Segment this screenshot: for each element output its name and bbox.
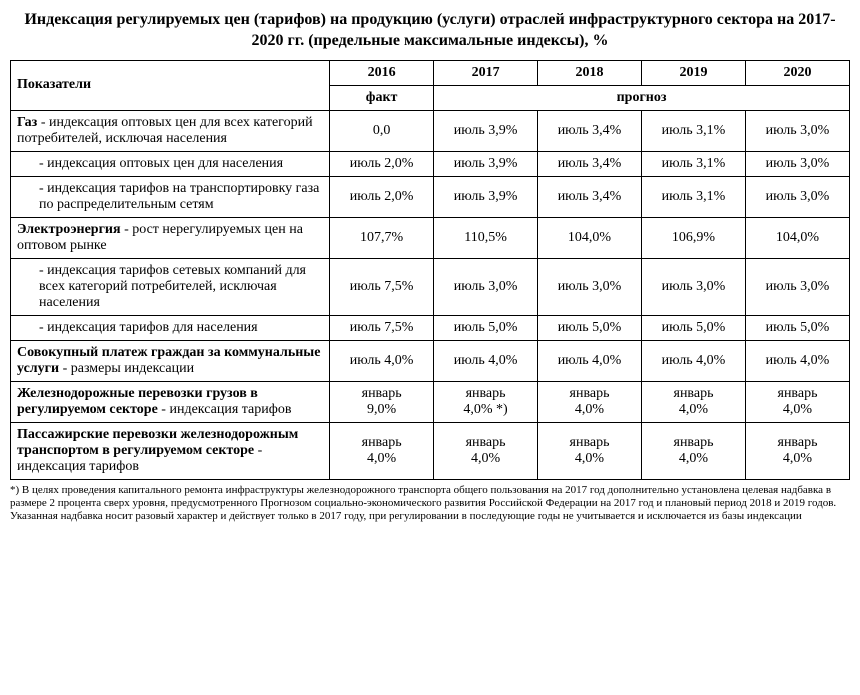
header-indicators: Показатели	[11, 60, 330, 110]
cell-value: 0,0	[330, 110, 434, 151]
cell-value: июль 3,0%	[745, 110, 849, 151]
cell-value: январь4,0%	[538, 422, 642, 479]
cell-value: июль 5,0%	[642, 315, 746, 340]
cell-value: июль 3,9%	[434, 110, 538, 151]
cell-value: 110,5%	[434, 217, 538, 258]
footnote: *) В целях проведения капитального ремон…	[10, 484, 850, 524]
table-row: Пассажирские перевозки железнодорожным т…	[11, 422, 850, 479]
cell-value: июль 2,0%	[330, 151, 434, 176]
cell-value: январь4,0%	[745, 422, 849, 479]
cell-value: январь4,0% *)	[434, 381, 538, 422]
cell-value: июль 4,0%	[330, 340, 434, 381]
cell-value: июль 3,0%	[538, 258, 642, 315]
table-row: - индексация тарифов сетевых компаний дл…	[11, 258, 850, 315]
cell-value: июль 5,0%	[434, 315, 538, 340]
cell-value: январь4,0%	[330, 422, 434, 479]
tariff-table: Показатели 2016 2017 2018 2019 2020 факт…	[10, 60, 850, 480]
cell-value: январь4,0%	[434, 422, 538, 479]
cell-value: 107,7%	[330, 217, 434, 258]
cell-value: январь9,0%	[330, 381, 434, 422]
cell-value: 104,0%	[745, 217, 849, 258]
cell-value: июль 3,0%	[642, 258, 746, 315]
cell-value: июль 3,4%	[538, 151, 642, 176]
row-label: - индексация тарифов сетевых компаний дл…	[11, 258, 330, 315]
row-label: Пассажирские перевозки железнодорожным т…	[11, 422, 330, 479]
cell-value: июль 3,1%	[642, 110, 746, 151]
header-2017: 2017	[434, 60, 538, 85]
cell-value: июль 3,4%	[538, 110, 642, 151]
row-label: Электроэнергия - рост нерегулируемых цен…	[11, 217, 330, 258]
cell-value: июль 2,0%	[330, 176, 434, 217]
cell-value: 104,0%	[538, 217, 642, 258]
cell-value: июль 3,1%	[642, 151, 746, 176]
header-fact: факт	[330, 85, 434, 110]
header-2016: 2016	[330, 60, 434, 85]
table-row: Железнодорожные перевозки грузов в регул…	[11, 381, 850, 422]
cell-value: июль 4,0%	[745, 340, 849, 381]
table-row: Электроэнергия - рост нерегулируемых цен…	[11, 217, 850, 258]
row-label: Железнодорожные перевозки грузов в регул…	[11, 381, 330, 422]
row-label: - индексация тарифов для населения	[11, 315, 330, 340]
header-2020: 2020	[745, 60, 849, 85]
header-row-years: Показатели 2016 2017 2018 2019 2020	[11, 60, 850, 85]
cell-value: июль 5,0%	[745, 315, 849, 340]
cell-value: июль 3,9%	[434, 151, 538, 176]
table-row: - индексация тарифов на транспортировку …	[11, 176, 850, 217]
row-label: Совокупный платеж граждан за коммунальны…	[11, 340, 330, 381]
cell-value: июль 3,0%	[434, 258, 538, 315]
cell-value: июль 3,0%	[745, 151, 849, 176]
cell-value: 106,9%	[642, 217, 746, 258]
cell-value: июль 3,0%	[745, 176, 849, 217]
table-row: - индексация оптовых цен для населенияию…	[11, 151, 850, 176]
cell-value: январь4,0%	[642, 381, 746, 422]
cell-value: январь4,0%	[538, 381, 642, 422]
table-row: Совокупный платеж граждан за коммунальны…	[11, 340, 850, 381]
cell-value: июль 3,1%	[642, 176, 746, 217]
cell-value: январь4,0%	[642, 422, 746, 479]
cell-value: июль 3,0%	[745, 258, 849, 315]
row-label: - индексация тарифов на транспортировку …	[11, 176, 330, 217]
table-row: Газ - индексация оптовых цен для всех ка…	[11, 110, 850, 151]
page-title: Индексация регулируемых цен (тарифов) на…	[10, 10, 850, 52]
cell-value: июль 4,0%	[538, 340, 642, 381]
row-label: Газ - индексация оптовых цен для всех ка…	[11, 110, 330, 151]
cell-value: июль 4,0%	[434, 340, 538, 381]
table-row: - индексация тарифов для населенияиюль 7…	[11, 315, 850, 340]
header-forecast: прогноз	[434, 85, 850, 110]
cell-value: июль 3,4%	[538, 176, 642, 217]
cell-value: июль 7,5%	[330, 315, 434, 340]
header-2018: 2018	[538, 60, 642, 85]
cell-value: июль 5,0%	[538, 315, 642, 340]
cell-value: июль 7,5%	[330, 258, 434, 315]
cell-value: январь4,0%	[745, 381, 849, 422]
header-2019: 2019	[642, 60, 746, 85]
cell-value: июль 4,0%	[642, 340, 746, 381]
row-label: - индексация оптовых цен для населения	[11, 151, 330, 176]
cell-value: июль 3,9%	[434, 176, 538, 217]
